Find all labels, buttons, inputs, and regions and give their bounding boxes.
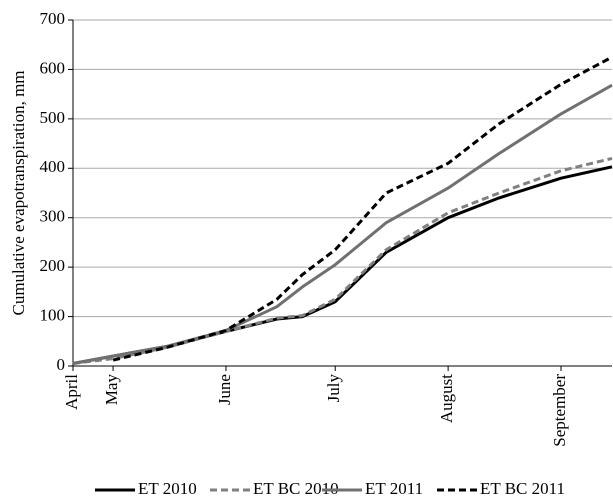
series-line (72, 83, 613, 365)
y-axis-label: Cumulative evapotranspiration, mm (9, 70, 28, 315)
y-tick-label: 400 (40, 157, 66, 176)
legend-label: ET BC 2010 (253, 479, 339, 498)
y-tick-label: 600 (40, 58, 66, 77)
legend-label: ET 2010 (138, 479, 197, 498)
x-tick-label: May (102, 374, 121, 406)
series-line (72, 156, 613, 365)
y-tick-label: 100 (40, 305, 66, 324)
y-tick-label: 500 (40, 108, 66, 127)
x-tick-label: September (550, 374, 569, 447)
legend-label: ET BC 2011 (480, 479, 565, 498)
series-line (72, 165, 613, 365)
series-line (112, 55, 613, 362)
y-tick-label: 700 (40, 9, 66, 28)
legend-label: ET 2011 (365, 479, 423, 498)
x-tick-label: June (215, 374, 234, 405)
y-tick-label: 0 (57, 355, 66, 374)
x-tick-label: April (62, 374, 81, 410)
y-tick-label: 200 (40, 256, 66, 275)
x-tick-label: July (324, 374, 343, 403)
x-tick-label: August (437, 374, 456, 423)
y-tick-label: 300 (40, 207, 66, 226)
